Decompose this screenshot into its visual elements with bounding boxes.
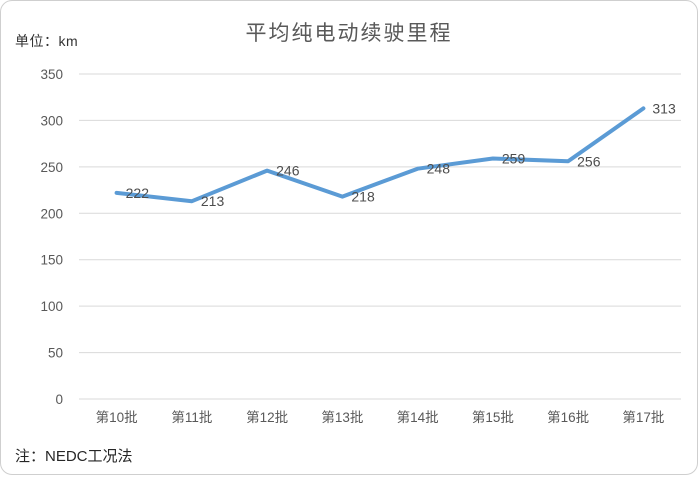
y-tick-label: 50 xyxy=(48,346,63,361)
x-tick-label: 第12批 xyxy=(246,409,288,425)
x-tick-label: 第17批 xyxy=(622,409,664,425)
y-tick-label: 250 xyxy=(40,160,63,175)
data-label: 313 xyxy=(652,100,676,116)
data-label: 259 xyxy=(502,151,526,167)
page-title: 平均纯电动续驶里程 xyxy=(245,22,453,45)
series-line xyxy=(114,106,646,204)
x-tick-label: 第11批 xyxy=(171,409,212,425)
data-label: 218 xyxy=(351,189,375,205)
y-tick-label: 300 xyxy=(40,113,63,128)
y-tick-label: 200 xyxy=(40,206,63,221)
data-label: 248 xyxy=(427,161,451,177)
chart-note: 注：NEDC工况法 xyxy=(15,448,133,465)
y-tick-label: 100 xyxy=(40,299,63,314)
x-tick-label: 第10批 xyxy=(96,409,138,425)
x-tick-label: 第16批 xyxy=(547,409,589,425)
y-tick-label: 0 xyxy=(55,392,63,407)
data-label: 213 xyxy=(201,193,225,209)
y-tick-label: 350 xyxy=(40,67,63,82)
x-tick-label: 第15批 xyxy=(472,409,514,425)
y-tick-label: 150 xyxy=(40,253,63,268)
data-label: 256 xyxy=(577,153,601,169)
data-label: 246 xyxy=(276,163,300,179)
unit-label: 单位：km xyxy=(15,33,79,49)
x-tick-label: 第14批 xyxy=(397,409,439,425)
x-tick-label: 第13批 xyxy=(321,409,363,425)
data-label: 222 xyxy=(126,185,150,201)
